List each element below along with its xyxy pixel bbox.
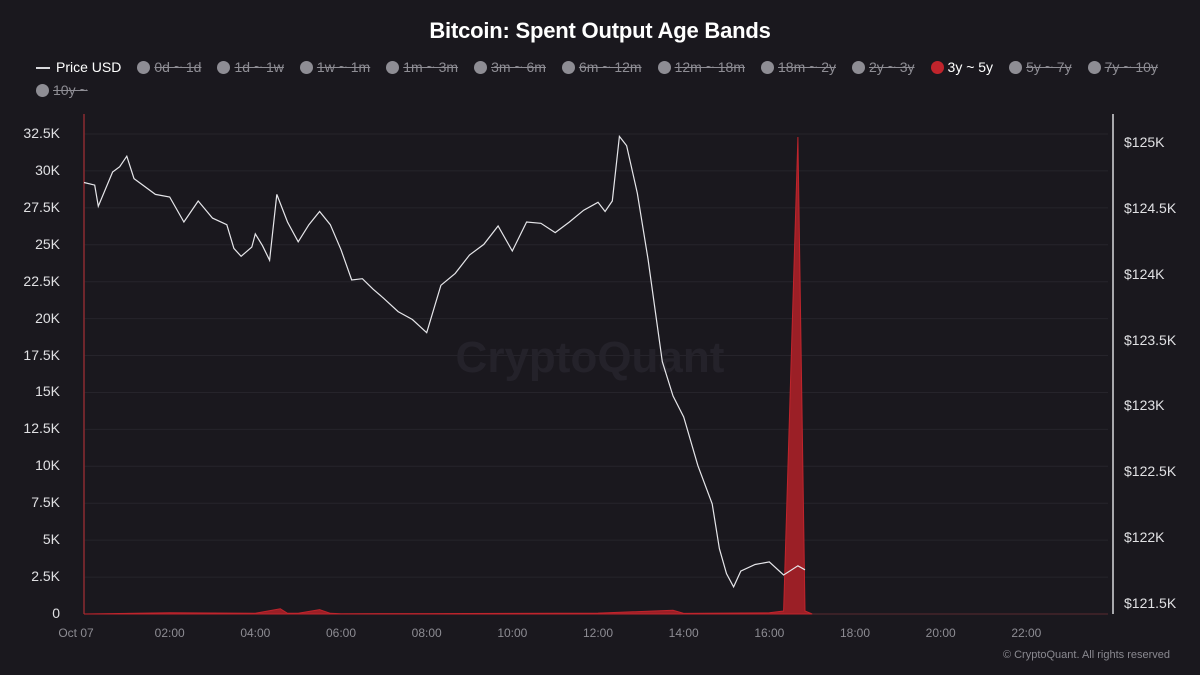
x-axis-tick: 12:00 xyxy=(582,626,614,640)
x-axis-tick: 06:00 xyxy=(325,626,357,640)
left-axis-tick: 32.5K xyxy=(23,125,60,141)
x-axis-tick: 02:00 xyxy=(154,626,185,640)
legend-item-1m-3m[interactable]: 1m ~ 3m xyxy=(386,58,458,77)
legend: Price USD 0d ~ 1d 1d ~ 1w 1w ~ 1m 1m ~ 3m 3m … xyxy=(36,58,1186,100)
legend-label: 1m ~ 3m xyxy=(403,59,459,75)
right-axis-tick: $122.5K xyxy=(1124,463,1177,480)
legend-label: 1d ~ 1w xyxy=(234,59,284,75)
circle-marker-icon xyxy=(930,61,944,74)
legend-item-1d-1w[interactable]: 1d ~ 1w xyxy=(217,58,284,77)
legend-item-6m-12m[interactable]: 6m ~ 12m xyxy=(561,58,642,77)
left-axis-tick: 25K xyxy=(35,235,60,252)
legend-label: 2y ~ 3y xyxy=(869,59,915,75)
legend-label: 3m ~ 6m xyxy=(491,59,546,75)
left-axis-tick: 30K xyxy=(35,161,60,178)
left-axis-tick: 2.5K xyxy=(31,568,60,585)
right-axis-tick: $123.5K xyxy=(1124,331,1177,348)
left-axis-tick: 22.5K xyxy=(23,272,60,289)
x-axis-tick: 14:00 xyxy=(668,626,699,640)
circle-marker-icon xyxy=(217,61,231,74)
gridlines xyxy=(84,133,1108,578)
right-axis-tick: $124K xyxy=(1124,265,1165,282)
legend-item-1w-1m[interactable]: 1w ~ 1m xyxy=(299,58,371,77)
circle-marker-icon xyxy=(1087,61,1101,74)
legend-label: 1w ~ 1m xyxy=(316,59,371,75)
legend-item-3m-6m[interactable]: 3m ~ 6m xyxy=(474,58,546,77)
legend-item-0d-1d[interactable]: 0d ~ 1d xyxy=(137,58,201,77)
x-axis-tick: 16:00 xyxy=(754,626,785,640)
right-axis-tick: $125K xyxy=(1124,134,1165,150)
right-axis-tick: $121.5K xyxy=(1124,595,1177,611)
right-axis-tick: $123K xyxy=(1124,397,1165,414)
left-axis-tick: 15K xyxy=(35,383,60,400)
x-axis-tick: 04:00 xyxy=(240,626,271,640)
x-axis-tick: 20:00 xyxy=(925,626,956,640)
circle-marker-icon xyxy=(852,61,865,74)
circle-marker-icon xyxy=(657,61,671,74)
x-axis-tick: 18:00 xyxy=(839,626,871,640)
chart-title: Bitcoin: Spent Output Age Bands xyxy=(429,18,771,43)
legend-label: 12m ~ 18m xyxy=(674,59,746,75)
legend-item-3y-5y[interactable]: 3y ~ 5y xyxy=(930,58,994,77)
left-axis-tick: 10K xyxy=(35,457,60,474)
legend-item-18m-2y[interactable]: 18m ~ 2y xyxy=(761,58,836,77)
circle-marker-icon xyxy=(761,61,775,74)
legend-label: 0d ~ 1d xyxy=(154,59,202,75)
legend-label: 7y ~ 10y xyxy=(1104,59,1158,75)
circle-marker-icon xyxy=(299,61,313,74)
circle-marker-icon xyxy=(561,61,575,74)
x-axis-tick: Oct 07 xyxy=(58,626,94,640)
left-axis-tick: 0 xyxy=(52,605,60,621)
right-axis-tick: $122K xyxy=(1124,529,1165,546)
left-axis-tick: 12.5K xyxy=(23,420,60,437)
legend-label: 3y ~ 5y xyxy=(947,59,994,75)
legend-label: 6m ~ 12m xyxy=(578,59,642,75)
x-axis-tick: 08:00 xyxy=(411,626,442,640)
legend-label: 5y ~ 7y xyxy=(1026,59,1072,75)
legend-label: 10y ~ xyxy=(53,82,88,98)
legend-item-price-usd[interactable]: Price USD xyxy=(36,58,121,77)
watermark: CryptoQuant xyxy=(456,333,725,382)
circle-marker-icon xyxy=(1009,61,1023,74)
line-marker-icon xyxy=(36,66,50,69)
legend-item-2y-3y[interactable]: 2y ~ 3y xyxy=(852,58,915,77)
series-price-usd-line[interactable] xyxy=(83,134,806,589)
left-axis-tick: 27.5K xyxy=(23,198,60,215)
left-axis-tick: 5K xyxy=(42,531,60,548)
left-axis-tick: 20K xyxy=(35,309,60,326)
legend-item-12m-18m[interactable]: 12m ~ 18m xyxy=(657,58,746,77)
circle-marker-icon xyxy=(36,84,49,97)
left-axis-tick: 7.5K xyxy=(31,494,60,511)
x-axis-tick: 10:00 xyxy=(497,626,528,640)
legend-label: 18m ~ 2y xyxy=(778,59,836,75)
left-axis-tick: 17.5K xyxy=(23,346,60,363)
x-axis-tick: 22:00 xyxy=(1011,626,1042,640)
circle-marker-icon xyxy=(137,61,151,74)
legend-item-5y-7y[interactable]: 5y ~ 7y xyxy=(1009,58,1072,77)
series-3y-5y-area[interactable] xyxy=(83,136,813,615)
legend-label: Price USD xyxy=(56,59,122,75)
copyright-notice: © CryptoQuant. All rights reserved xyxy=(1002,649,1170,661)
legend-item-10y[interactable]: 10y ~ xyxy=(36,81,88,100)
circle-marker-icon xyxy=(474,61,488,74)
right-axis-tick: $124.5K xyxy=(1124,199,1177,216)
legend-item-7y-10y[interactable]: 7y ~ 10y xyxy=(1087,58,1158,77)
circle-marker-icon xyxy=(386,61,400,74)
